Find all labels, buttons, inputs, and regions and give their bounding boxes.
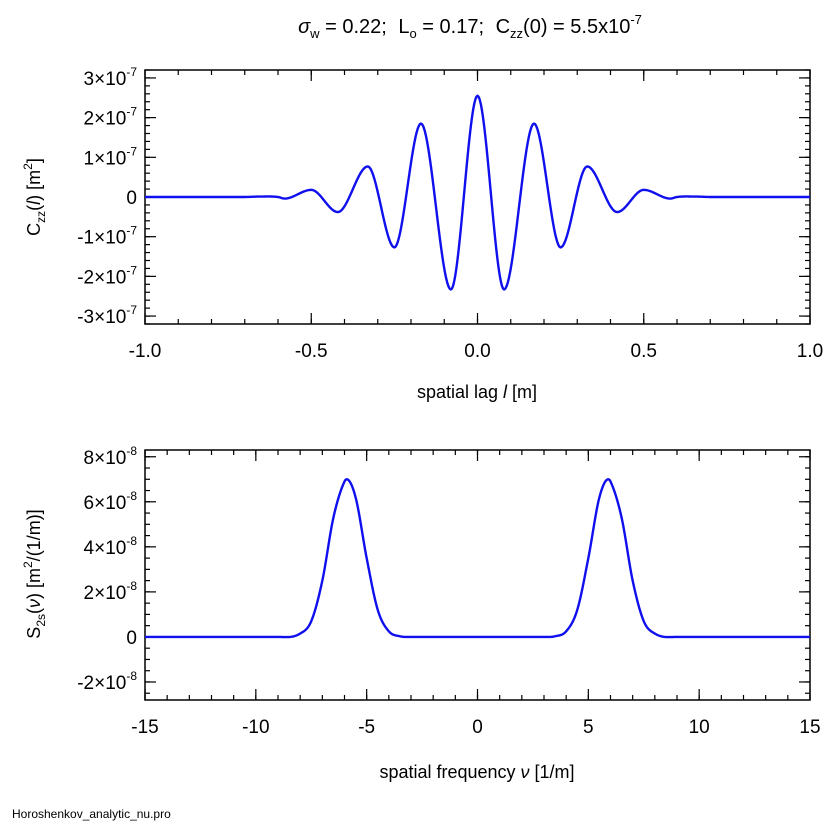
correlation-x-axis-title: spatial lag l [m]: [417, 382, 537, 402]
y-tick-label: -2×10-8: [77, 669, 137, 694]
spectrum-x-tick-labels: -15 -10 -5 0 5 10 15: [131, 717, 820, 738]
title-L-symbol: L: [398, 16, 409, 38]
x-tick-label: 0.5: [631, 341, 657, 362]
spectrum-y-tick-labels: 8×10-8 6×10-8 4×10-8 2×10-8 0 -2×10-8: [77, 444, 137, 694]
title-L-subscript: o: [410, 26, 417, 41]
x-title-symbol: l: [503, 382, 508, 402]
y-tick-label: -3×10-7: [77, 303, 137, 328]
spectrum-chart: 8×10-86×10-84×10-82×10-80-2×10-8 -15 -10-…: [21, 444, 821, 782]
figure-title: σw = 0.22; Lo = 0.17; Czz(0) = 5.5x10-7: [298, 12, 642, 41]
y-title-symbol: l: [24, 200, 44, 205]
correlation-axis-ticks: [144, 69, 811, 325]
x-title-text: spatial frequency: [379, 762, 520, 782]
x-title-text: spatial lag: [417, 382, 503, 402]
y-title-unit: [m: [24, 170, 44, 195]
title-C-subscript: zz: [510, 26, 523, 41]
y-title-unit-exponent: 2: [21, 163, 35, 170]
x-title-symbol: ν: [521, 762, 530, 782]
title-L-value: = 0.17;: [417, 16, 484, 38]
x-tick-label: -5: [358, 717, 375, 738]
title-sigma-value: = 0.22;: [320, 16, 387, 38]
spectrum-y-axis-title: S2s(ν) [m2/(1/m)]: [21, 509, 48, 638]
title-sigma-subscript: w: [309, 26, 320, 41]
correlation-y-axis-title: Czz(l) [m2]: [21, 158, 48, 236]
x-tick-label: -15: [131, 717, 158, 738]
series-curve: [145, 94, 810, 291]
y-title-subscript: zz: [34, 211, 48, 223]
x-tick-label: 15: [799, 717, 820, 738]
title-C-value: (0) = 5.5x10: [523, 16, 630, 38]
y-title-open: (: [24, 608, 44, 614]
spectrum-plot-frame: [144, 449, 811, 701]
y-title-close: ): [24, 593, 44, 599]
y-tick-label: 6×10-8: [84, 489, 138, 514]
y-tick-label: -1×10-7: [77, 224, 137, 249]
y-title-symbol: ν: [24, 599, 44, 608]
y-title-unit: [m: [24, 568, 44, 593]
y-title-unit-close: ]: [24, 158, 44, 163]
y-title-S: S: [24, 627, 44, 639]
y-tick-label: 4×10-8: [84, 534, 138, 559]
correlation-series: [145, 94, 810, 291]
x-title-unit: [m]: [507, 382, 537, 402]
correlation-chart: 3×10-7 2×10-7 1×10-7 0 -1×10-7 -2×10-7 -3×10-7…: [21, 65, 823, 402]
x-tick-label: 5: [583, 717, 594, 738]
y-title-close: ): [24, 195, 44, 201]
y-tick-label: 8×10-8: [84, 444, 138, 469]
y-title-unit-exponent: 2: [21, 561, 35, 568]
y-title-unit-close: /(1/m)]: [24, 509, 44, 561]
y-tick-label: 1×10-7: [84, 144, 138, 169]
y-title-open: (: [24, 205, 44, 211]
y-title-C: C: [24, 223, 44, 236]
x-tick-label: 0: [472, 717, 483, 738]
x-tick-label: 1.0: [797, 341, 823, 362]
y-tick-label: 0: [126, 188, 137, 209]
title-C-symbol: C: [496, 16, 510, 38]
correlation-x-tick-labels: -1.0 -0.5 0.0 0.5 1.0: [129, 341, 824, 362]
y-tick-label: 0: [126, 628, 137, 649]
x-tick-label: -1.0: [129, 341, 162, 362]
x-tick-label: -0.5: [295, 341, 328, 362]
footer-filename: Horoshenkov_analytic_nu.pro: [12, 807, 171, 821]
correlation-y-tick-labels: 3×10-7 2×10-7 1×10-7 0 -1×10-7 -2×10-7 -3×10-7: [77, 65, 137, 328]
x-title-unit: [1/m]: [530, 762, 575, 782]
y-title-subscript: 2s: [34, 614, 48, 627]
x-tick-label: 0.0: [464, 341, 490, 362]
y-tick-label: 2×10-7: [84, 105, 138, 130]
y-tick-label: 3×10-7: [84, 65, 138, 90]
spectrum-series: [145, 478, 810, 639]
x-tick-label: 10: [689, 717, 710, 738]
x-tick-label: -10: [242, 717, 269, 738]
title-sigma-symbol: σ: [298, 16, 311, 38]
spectrum-axis-ticks: [144, 450, 811, 700]
title-C-exponent: -7: [630, 12, 642, 27]
y-tick-label: -2×10-7: [77, 263, 137, 288]
series-curve: [145, 478, 810, 639]
spectrum-x-axis-title: spatial frequency ν [1/m]: [379, 762, 574, 782]
y-tick-label: 2×10-8: [84, 579, 138, 604]
